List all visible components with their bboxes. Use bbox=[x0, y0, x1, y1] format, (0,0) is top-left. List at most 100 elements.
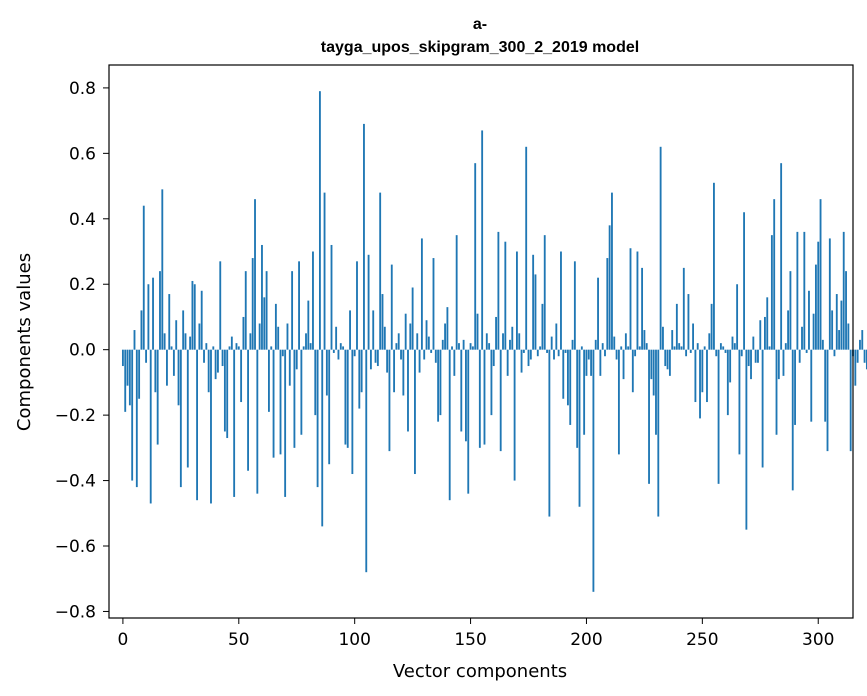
bar bbox=[291, 271, 294, 350]
bar bbox=[682, 267, 685, 350]
bar bbox=[453, 349, 456, 376]
bar bbox=[135, 349, 138, 488]
bar bbox=[659, 146, 662, 350]
bar bbox=[131, 349, 134, 481]
bar bbox=[268, 349, 270, 412]
x-tick-label: 100 bbox=[338, 630, 370, 650]
bar bbox=[193, 284, 196, 350]
bar bbox=[606, 258, 609, 350]
bar bbox=[437, 349, 440, 422]
bar bbox=[775, 349, 778, 435]
bar bbox=[402, 349, 405, 396]
bar bbox=[692, 323, 694, 350]
bar bbox=[460, 349, 463, 432]
bar bbox=[553, 349, 555, 360]
bar bbox=[671, 330, 674, 350]
bar bbox=[675, 303, 678, 350]
bar bbox=[645, 343, 648, 350]
bar bbox=[189, 336, 192, 350]
bar bbox=[302, 346, 305, 350]
bar bbox=[504, 241, 507, 350]
bar bbox=[750, 349, 752, 380]
bar bbox=[794, 349, 796, 425]
bar bbox=[312, 251, 314, 350]
bar bbox=[745, 349, 748, 530]
bar bbox=[235, 343, 238, 350]
bar bbox=[469, 343, 472, 350]
bar bbox=[717, 349, 720, 484]
bar bbox=[305, 333, 307, 350]
bar bbox=[207, 349, 210, 393]
bar bbox=[126, 349, 129, 386]
bar bbox=[407, 349, 409, 432]
bar bbox=[833, 349, 836, 357]
bar bbox=[780, 163, 783, 350]
bar bbox=[330, 244, 333, 350]
bar bbox=[467, 349, 470, 494]
bar bbox=[845, 271, 847, 350]
bar bbox=[787, 310, 790, 350]
bar bbox=[244, 271, 247, 350]
bar bbox=[154, 349, 157, 393]
bar bbox=[812, 313, 815, 350]
bar bbox=[474, 163, 477, 350]
bar bbox=[842, 231, 845, 350]
bar bbox=[307, 300, 310, 350]
bar bbox=[156, 349, 159, 445]
bar bbox=[272, 349, 275, 458]
bar bbox=[430, 349, 433, 353]
bar bbox=[701, 349, 704, 393]
bar bbox=[149, 349, 152, 504]
bar bbox=[599, 349, 602, 376]
bar bbox=[805, 349, 808, 353]
bar bbox=[854, 349, 857, 386]
plot-frame bbox=[108, 64, 854, 619]
bar bbox=[184, 333, 187, 350]
bar bbox=[529, 349, 532, 360]
bar bbox=[668, 349, 671, 376]
bar bbox=[678, 343, 681, 350]
bar bbox=[161, 189, 164, 350]
x-axis-label: Vector components bbox=[393, 661, 567, 682]
bar bbox=[170, 346, 173, 350]
bar bbox=[729, 349, 732, 383]
bar bbox=[699, 349, 701, 419]
x-tick-label: 0 bbox=[117, 630, 128, 650]
bar bbox=[634, 349, 637, 357]
bar bbox=[826, 349, 829, 452]
bar bbox=[518, 333, 521, 350]
bar bbox=[624, 333, 627, 350]
bar bbox=[416, 333, 419, 350]
bar bbox=[295, 349, 298, 370]
bar bbox=[810, 349, 813, 422]
bar bbox=[432, 258, 435, 350]
x-tick-label: 200 bbox=[570, 630, 602, 650]
x-tick-label: 50 bbox=[228, 630, 250, 650]
bar bbox=[335, 326, 338, 350]
bar bbox=[182, 310, 185, 350]
bar bbox=[219, 261, 222, 350]
bar bbox=[719, 343, 722, 350]
bar bbox=[265, 271, 268, 350]
bar bbox=[629, 248, 632, 350]
bar bbox=[279, 349, 282, 455]
bar bbox=[240, 349, 243, 403]
bar bbox=[715, 349, 718, 357]
chart-title-line-1: a- bbox=[473, 16, 487, 33]
bar bbox=[733, 343, 736, 350]
bar bbox=[791, 349, 794, 491]
bar bbox=[638, 346, 641, 350]
bar bbox=[214, 349, 217, 380]
bar bbox=[604, 349, 606, 357]
bar bbox=[376, 349, 379, 367]
bar bbox=[502, 333, 504, 350]
bar bbox=[168, 294, 171, 350]
bar bbox=[147, 284, 150, 350]
bar bbox=[641, 267, 644, 350]
bar bbox=[726, 349, 729, 416]
bar bbox=[662, 326, 664, 350]
bar bbox=[597, 277, 599, 350]
bar bbox=[506, 349, 509, 376]
bar bbox=[254, 199, 256, 350]
bar bbox=[145, 349, 148, 363]
